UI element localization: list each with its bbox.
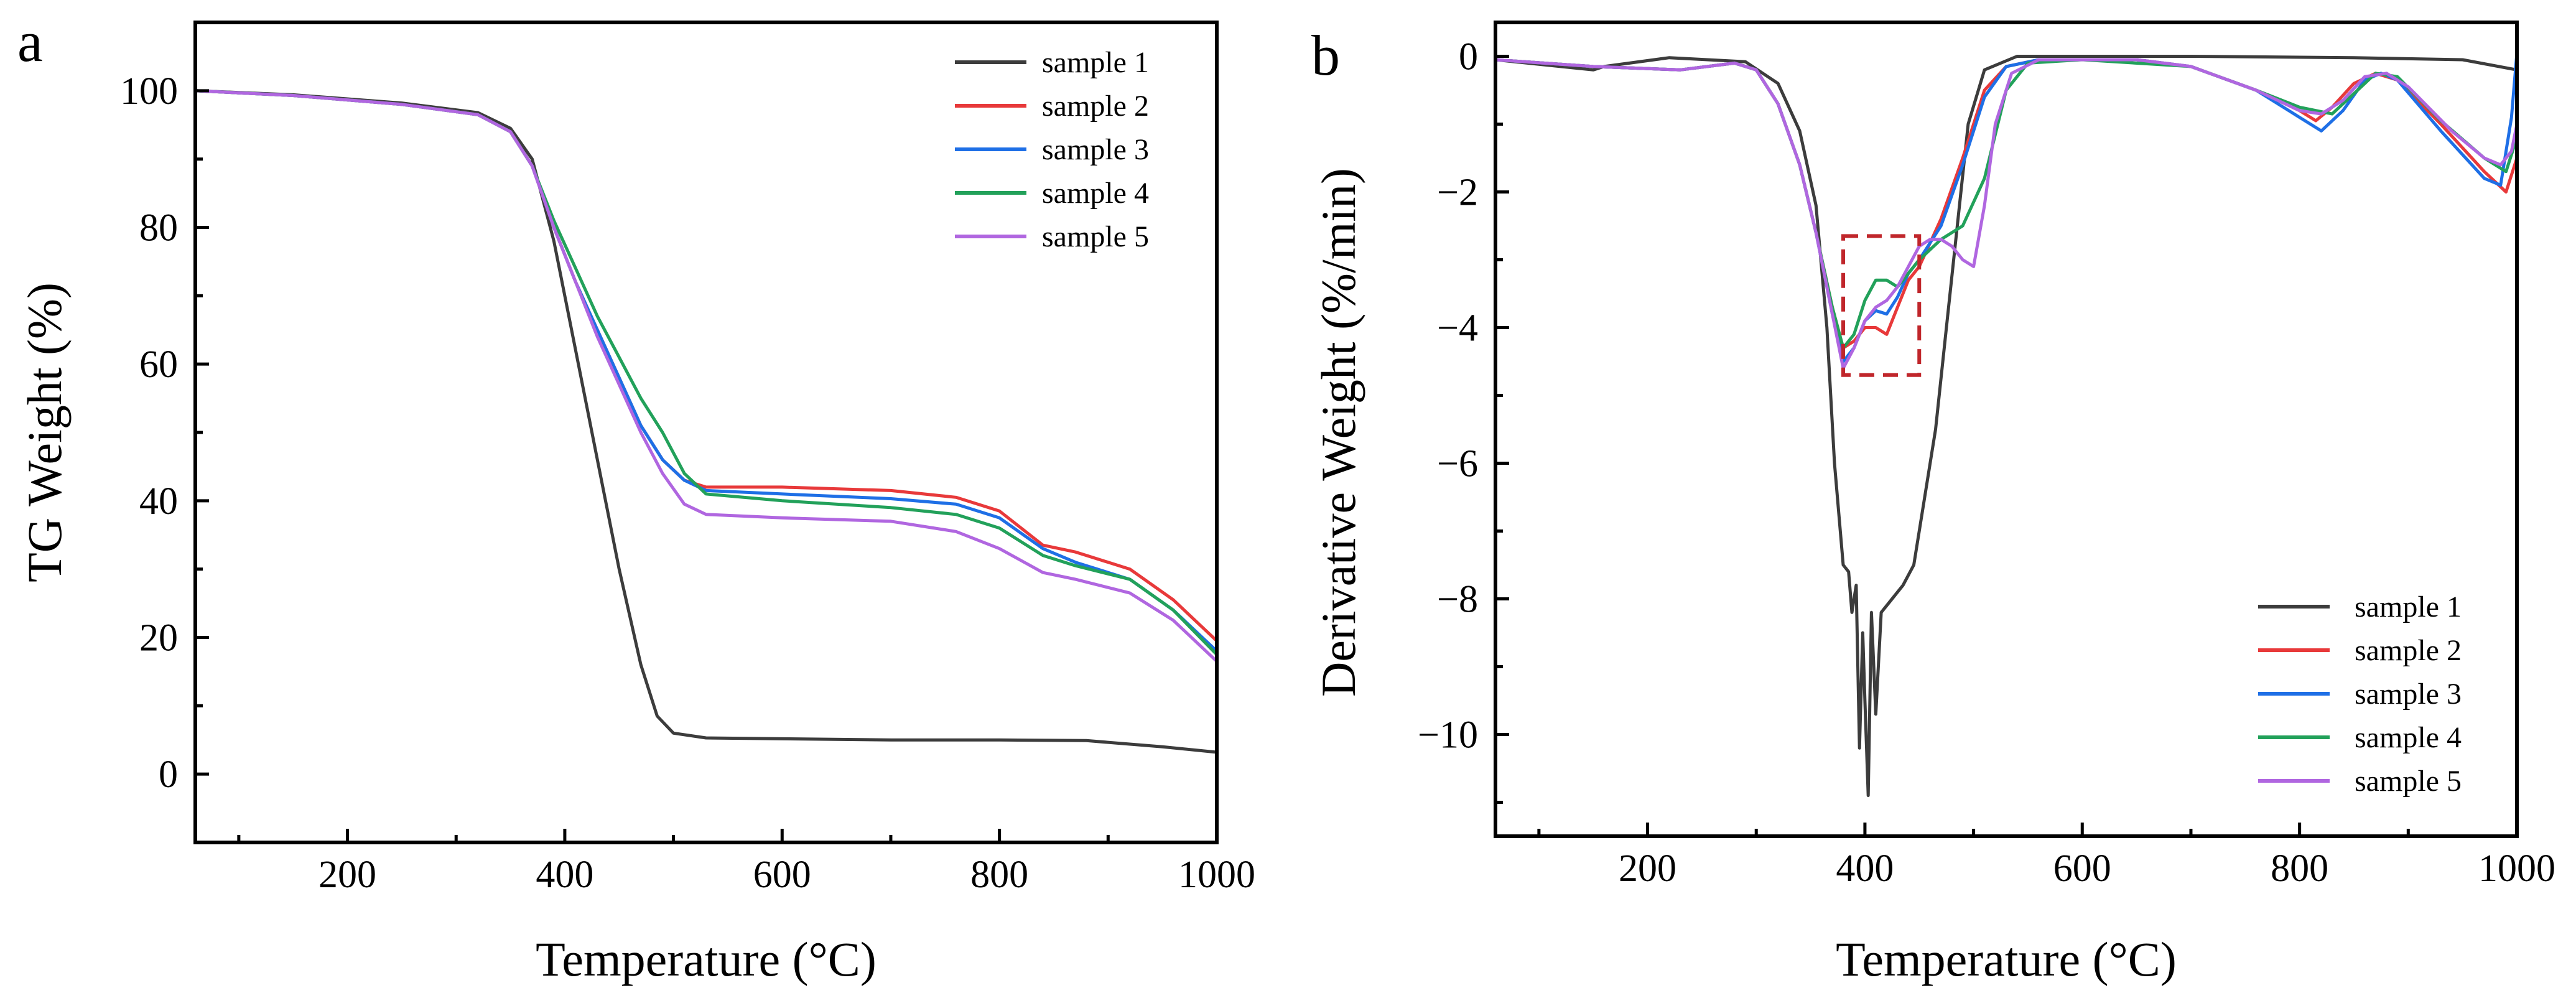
panel-b-legend: sample 1 sample 2 sample 3 sample 4 sample 5 [2258, 590, 2462, 798]
panel-a-x-axis-title: Temperature (°C) [536, 932, 876, 986]
y-tick-label: −8 [1437, 579, 1478, 621]
legend-label: sample 2 [2355, 634, 2462, 667]
panel-b-series [1495, 52, 2519, 798]
x-tick-label: 800 [2271, 847, 2328, 890]
series-line-sample-5 [1495, 58, 2519, 370]
legend-label: sample 4 [1042, 177, 1149, 210]
panel-b-x-ticks: 200 400 600 800 1000 [1537, 823, 2555, 890]
legend-label: sample 3 [2355, 678, 2462, 711]
y-tick-label: 20 [139, 617, 178, 660]
panel-b-letter: b [1311, 24, 1340, 87]
legend-label: sample 2 [1042, 90, 1149, 123]
x-tick-label: 1000 [2478, 847, 2555, 890]
x-tick-label: 400 [1836, 847, 1894, 890]
y-tick-label: 0 [1459, 36, 1478, 78]
legend-label: sample 5 [2355, 765, 2462, 798]
panel-b-x-axis-title: Temperature (°C) [1836, 932, 2177, 986]
x-tick-label: 600 [753, 854, 811, 896]
panel-b-y-axis-title: Derivative Weight (%/min) [1311, 168, 1365, 697]
series-line-sample-5 [195, 89, 1218, 663]
y-tick-label: −4 [1437, 307, 1478, 350]
series-line-sample-3 [1495, 52, 2519, 363]
legend-label: sample 4 [2355, 721, 2462, 754]
x-tick-label: 400 [536, 854, 593, 896]
y-tick-label: −6 [1437, 443, 1478, 485]
y-tick-label: 0 [159, 753, 178, 796]
series-line-sample-1 [195, 89, 1217, 754]
x-tick-label: 1000 [1178, 854, 1255, 896]
y-tick-label: 40 [139, 480, 178, 523]
panel-a: a 200 400 600 800 1000 0 20 40 60 80 100 Temperat… [17, 10, 1255, 986]
series-line-sample-4 [1495, 58, 2519, 350]
panel-a-letter: a [17, 10, 43, 73]
y-tick-label: −2 [1437, 172, 1478, 214]
series-line-sample-4 [195, 89, 1218, 656]
panel-b: b 200 400 600 800 1000 0 −2 −4 −6 −8 −10 Temperat… [1311, 21, 2555, 986]
panel-a-series [195, 89, 1218, 754]
y-tick-label: 100 [120, 70, 178, 113]
y-tick-label: −10 [1418, 714, 1478, 757]
highlight-dashed-box [1841, 234, 1922, 377]
x-tick-label: 600 [2053, 847, 2111, 890]
panel-a-legend: sample 1 sample 2 sample 3 sample 4 sample 5 [955, 46, 1149, 253]
legend-label: sample 5 [1042, 220, 1149, 253]
panel-b-y-ticks: 0 −2 −4 −6 −8 −10 [1418, 36, 1509, 804]
series-line-sample-3 [195, 89, 1218, 653]
x-tick-label: 200 [1619, 847, 1676, 890]
x-tick-label: 200 [319, 854, 376, 896]
panel-a-y-ticks: 0 20 40 60 80 100 [120, 70, 209, 796]
series-line-sample-1 [1495, 55, 2518, 798]
legend-label: sample 1 [1042, 46, 1149, 79]
x-tick-label: 800 [970, 854, 1028, 896]
panel-b-frame [1494, 21, 2519, 838]
panel-a-x-ticks: 200 400 600 800 1000 [237, 829, 1255, 896]
panel-a-y-axis-title: TG Weight (%) [17, 282, 72, 582]
y-tick-label: 60 [139, 343, 178, 386]
legend-label: sample 3 [1042, 133, 1149, 166]
series-line-sample-2 [1495, 58, 2519, 350]
legend-label: sample 1 [2355, 590, 2462, 623]
y-tick-label: 80 [139, 207, 178, 250]
